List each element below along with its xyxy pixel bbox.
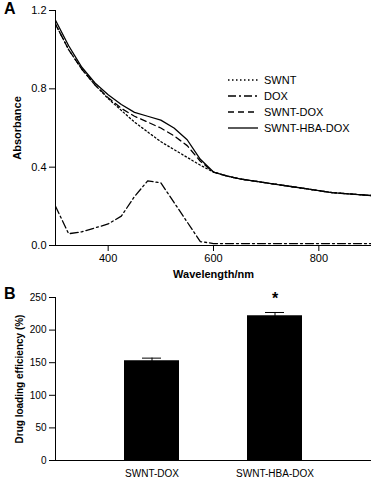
svg-text:400: 400	[99, 252, 117, 264]
svg-text:Wavelength/nm: Wavelength/nm	[173, 268, 254, 280]
svg-text:100: 100	[30, 390, 47, 401]
svg-text:250: 250	[30, 292, 47, 303]
svg-text:200: 200	[30, 324, 47, 335]
svg-text:0: 0	[41, 455, 47, 466]
html-text:DOX: DOX	[264, 90, 288, 102]
html-text:SWNT: SWNT	[264, 74, 297, 86]
svg-text:Absorbance: Absorbance	[11, 96, 23, 160]
svg-text:50: 50	[35, 422, 47, 433]
svg-text:0.8: 0.8	[31, 82, 46, 94]
svg-text:800: 800	[310, 252, 328, 264]
svg-text:1.2: 1.2	[31, 4, 46, 16]
svg-text:600: 600	[204, 252, 222, 264]
svg-text:SWNT-DOX: SWNT-DOX	[125, 468, 179, 479]
svg-text:0.4: 0.4	[31, 161, 46, 173]
html-text:SWNT-HBA-DOX: SWNT-HBA-DOX	[264, 122, 350, 134]
html-text:B: B	[4, 285, 16, 302]
html-text:SWNT-DOX: SWNT-DOX	[264, 106, 324, 118]
html-text:A: A	[4, 0, 16, 17]
svg-text:Drug loading efficiency (%): Drug loading efficiency (%)	[14, 315, 25, 444]
svg-text:0.0: 0.0	[31, 239, 46, 251]
svg-text:*: *	[272, 290, 279, 307]
svg-text:150: 150	[30, 357, 47, 368]
svg-text:SWNT-HBA-DOX: SWNT-HBA-DOX	[236, 468, 314, 479]
